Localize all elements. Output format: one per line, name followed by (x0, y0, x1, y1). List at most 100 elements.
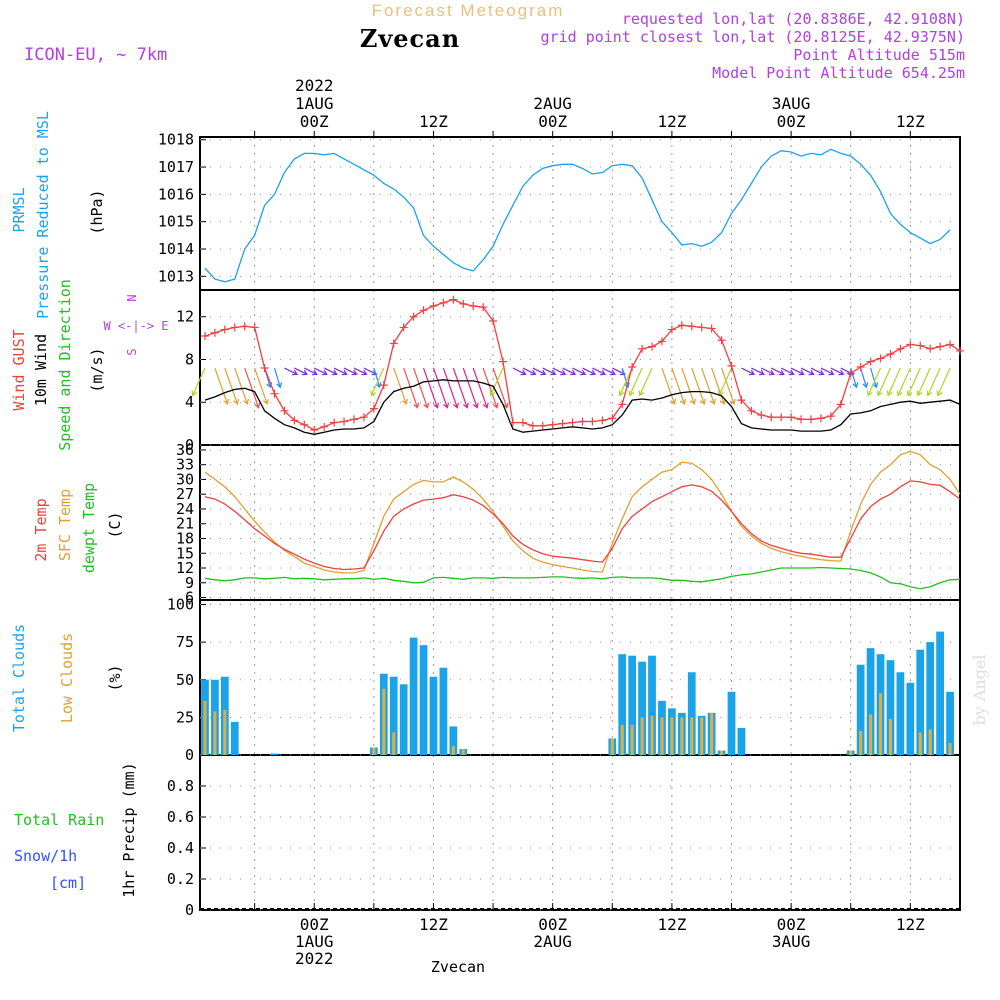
wind-gust-marker (707, 324, 716, 333)
label-snow-cm: [cm] (50, 874, 86, 892)
precip-axis-tick-label: 0 (185, 901, 194, 919)
low-cloud-bar (690, 717, 694, 755)
low-cloud-bar (700, 717, 704, 755)
label-ms: (m/s) (88, 347, 106, 392)
low-cloud-bar (640, 717, 644, 755)
wind-arrow (761, 367, 775, 375)
total-cloud-bar (429, 676, 438, 755)
wind-gust-marker (816, 414, 825, 423)
low-cloud-bar (610, 738, 614, 755)
wind-arrow (572, 367, 586, 375)
wind-gust-marker (528, 421, 537, 430)
label-total-rain: Total Rain (14, 811, 104, 829)
x-label-bottom: 2022 (295, 949, 334, 968)
wind-arrow-head (680, 398, 687, 405)
wind-gust-marker (836, 400, 845, 409)
label-dewpt-temp: dewpt Temp (80, 483, 98, 573)
wind-gust-marker (936, 342, 945, 351)
wind-arrow (602, 367, 616, 375)
wind-gust-marker (548, 420, 557, 429)
label-percent: (%) (106, 664, 124, 691)
wind-arrow-head (886, 390, 893, 397)
wind-arrow-head (520, 369, 527, 376)
low-cloud-bar (680, 717, 684, 755)
temp-axis-tick-label: 12 (176, 559, 194, 577)
wind-gust-marker (717, 336, 726, 345)
low-cloud-bar (213, 711, 217, 755)
wind-arrow (432, 367, 448, 408)
wind-arrow (284, 367, 298, 375)
wind-gust-marker (777, 413, 786, 422)
wind-arrow (244, 367, 260, 408)
wind-arrow (681, 367, 695, 405)
label-total-clouds: Total Clouds (10, 624, 28, 732)
total-cloud-bar (270, 753, 279, 755)
clouds-axis-tick-label: 0 (185, 746, 194, 764)
wind-gust-marker (389, 339, 398, 348)
compass-we: W <-|-> E (103, 319, 168, 333)
wind-arrow (490, 367, 504, 396)
wind-arrow-head (700, 398, 706, 406)
wind-gust-marker (349, 415, 358, 424)
wind-arrow (770, 367, 785, 375)
wind-arrow-head (719, 398, 726, 405)
wind-arrow-head (233, 398, 239, 405)
wind-arrow-head (589, 369, 597, 376)
low-cloud-bar (392, 732, 396, 755)
low-cloud-bar (948, 742, 952, 755)
wind-arrow (482, 367, 498, 408)
temp-panel-frame (199, 444, 961, 601)
wind-arrow (224, 367, 238, 405)
x-label-bottom: 00Z (538, 915, 567, 934)
wind-arrow-head (788, 369, 795, 376)
wind-arrow (887, 367, 901, 396)
wind-gust-marker (489, 317, 498, 325)
wind-arrow (751, 367, 765, 375)
wind-arrow (343, 367, 357, 375)
temp-axis-tick-label: 24 (176, 500, 194, 518)
total-cloud-bar (449, 726, 458, 755)
label-speed-dir: Speed and Direction (56, 279, 74, 451)
temp-axis-tick-label: 6 (185, 589, 194, 607)
wind-arrow-head (530, 369, 537, 376)
wind-arrow-head (926, 390, 933, 397)
wind-arrow-head (243, 398, 249, 406)
compass-s: S (125, 348, 139, 355)
requested-coords: requested lon,lat (20.8386E, 42.9108N) (622, 10, 965, 28)
temp-axis-tick-label: 30 (176, 470, 194, 488)
total-cloud-bar (906, 682, 915, 755)
wind-arrow (867, 367, 882, 396)
wind-arrow-head (798, 369, 805, 376)
wind-gust-marker (598, 416, 607, 425)
wind-arrow (800, 367, 814, 375)
wind-arrow (294, 367, 308, 375)
wind-arrow-head (361, 369, 368, 376)
wind-arrow-head (618, 390, 625, 397)
label-prmsl: PRMSL (10, 187, 28, 232)
wind-gust-marker (806, 415, 815, 424)
wind-arrow-head (423, 402, 430, 409)
label-wind-gust: Wind GUST (10, 329, 28, 410)
total-cloud-bar (886, 660, 895, 755)
wind-gust-marker (787, 413, 796, 422)
total-cloud-bar (409, 637, 418, 755)
wind-arrow (711, 367, 725, 405)
wind-arrow (860, 367, 867, 388)
x-label-top: 2AUG (533, 94, 572, 113)
temp-axis-tick-label: 21 (176, 515, 194, 533)
x-label-top: 12Z (657, 112, 686, 131)
precip-axis-tick-label: 0.8 (167, 777, 194, 795)
wind-speed-line (204, 379, 961, 435)
wind-gust-marker (648, 342, 657, 351)
wind-arrow (393, 367, 407, 405)
wind-arrow-head (690, 398, 696, 405)
wind-arrow (192, 367, 206, 396)
pressure-line (204, 148, 951, 283)
wind-arrow (830, 367, 844, 375)
low-cloud-bar (849, 750, 853, 755)
wind-arrow-head (321, 369, 328, 376)
wind-arrow-head (443, 402, 449, 409)
wind-gust-marker (856, 362, 865, 371)
wind-gust-marker (886, 350, 895, 359)
x-label-top: 2022 (295, 76, 334, 95)
